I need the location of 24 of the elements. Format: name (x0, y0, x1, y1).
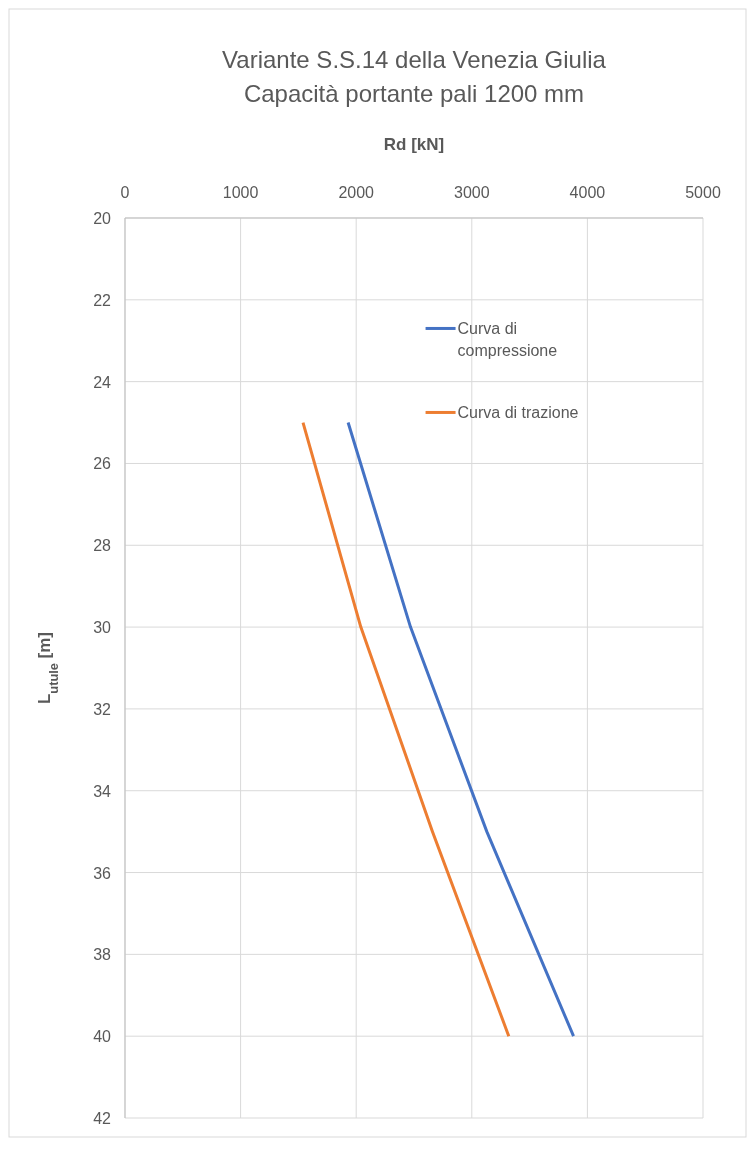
line-series (301, 421, 511, 1038)
y-tick-label: 40 (93, 1028, 112, 1046)
y-tick-label: 24 (93, 373, 112, 391)
x-tick-label: 1000 (222, 184, 259, 201)
x-axis-title: Rd [kN] (383, 135, 445, 154)
y-tick-label: 28 (93, 537, 112, 555)
y-tick-label: 30 (93, 619, 112, 637)
y-tick-label: 20 (93, 210, 112, 227)
legend-label: Curva di trazione (457, 404, 579, 422)
chart-title: Variante S.S.14 della Venezia Giulia Capacità portante pali 1200 mm (222, 46, 607, 107)
x-tick-label: 4000 (569, 184, 606, 201)
y-tick-label: 42 (93, 1110, 112, 1127)
y-tick-label: 38 (93, 946, 112, 964)
y-tick-label: 32 (93, 700, 112, 718)
y-tick-label: 22 (93, 291, 112, 309)
x-tick-label: 3000 (454, 184, 490, 201)
x-tick-label: 2000 (338, 184, 375, 201)
y-tick-label: 36 (93, 864, 112, 882)
line-series (346, 421, 576, 1038)
y-tick-label: 34 (93, 782, 112, 800)
legend-label: Curva di compressione (457, 320, 558, 360)
x-tick-label: 5000 (685, 184, 721, 201)
x-tick-label: 0 (120, 184, 130, 201)
y-tick-label: 26 (93, 455, 112, 473)
